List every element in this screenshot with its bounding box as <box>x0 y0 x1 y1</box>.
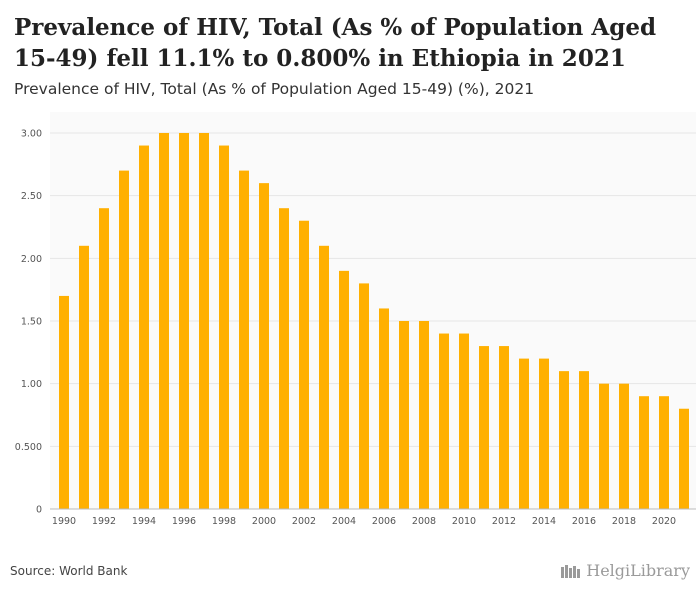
x-tick-label: 1994 <box>132 516 156 527</box>
x-tick-label: 1998 <box>212 516 236 527</box>
bar-2021 <box>679 408 689 509</box>
bar-2004 <box>339 270 349 509</box>
bar-1990 <box>59 295 69 509</box>
x-tick-label: 2000 <box>252 516 276 527</box>
bar-2001 <box>279 208 289 509</box>
bar-1992 <box>99 208 109 509</box>
bar-2005 <box>359 283 369 509</box>
y-tick-label: 3.00 <box>21 129 42 140</box>
x-tick-label: 1996 <box>172 516 196 527</box>
chart-title: Prevalence of HIV, Total (As % of Popula… <box>14 14 657 72</box>
bar-1998 <box>219 145 229 509</box>
y-tick-label: 0 <box>36 505 42 516</box>
x-tick-label: 2012 <box>492 516 516 527</box>
bar-2013 <box>519 358 529 509</box>
bar-2019 <box>639 396 649 509</box>
bar-1995 <box>159 133 169 509</box>
chart-area: 0 0.500 1.00 1.50 2.00 2.50 3.00 1990 1992 1994 19… <box>0 112 700 552</box>
y-tick-label: 2.50 <box>21 191 42 202</box>
bar-2016 <box>579 371 589 509</box>
x-tick-label: 2006 <box>372 516 396 527</box>
bar-2003 <box>319 245 329 510</box>
x-tick-label: 2014 <box>532 516 556 527</box>
x-tick-label: 2002 <box>292 516 316 527</box>
x-tick-label: 1990 <box>52 516 76 527</box>
bar-1997 <box>199 133 209 509</box>
chart-subtitle: Prevalence of HIV, Total (As % of Popula… <box>14 80 535 98</box>
logo-text: HelgiLibrary <box>586 561 690 580</box>
bar-2009 <box>439 333 449 509</box>
x-tick-label: 2008 <box>412 516 436 527</box>
bar-2011 <box>479 346 489 509</box>
bar-2017 <box>599 383 609 509</box>
bar-2000 <box>259 183 269 509</box>
source-note: Source: World Bank <box>10 564 128 578</box>
bar-1993 <box>119 170 129 509</box>
x-tick-label: 2020 <box>652 516 676 527</box>
bar-chart: 0 0.500 1.00 1.50 2.00 2.50 3.00 1990 1992 1994 19… <box>15 112 696 527</box>
bar-2007 <box>399 321 409 509</box>
y-tick-label: 2.00 <box>21 254 42 265</box>
bar-2015 <box>559 371 569 509</box>
bar-2018 <box>619 383 629 509</box>
y-tick-label: 1.50 <box>21 317 42 328</box>
x-tick-label: 2018 <box>612 516 636 527</box>
library-icon <box>561 564 581 578</box>
y-tick-label: 0.500 <box>15 442 42 453</box>
x-tick-label: 1992 <box>92 516 116 527</box>
bar-2008 <box>419 321 429 509</box>
bar-1999 <box>239 170 249 509</box>
bar-2002 <box>299 220 309 509</box>
bar-2012 <box>499 346 509 509</box>
bar-1991 <box>79 245 89 510</box>
x-tick-label: 2016 <box>572 516 596 527</box>
brand-logo: HelgiLibrary <box>560 561 690 580</box>
bar-1996 <box>179 133 189 509</box>
bar-2020 <box>659 396 669 509</box>
x-tick-label: 2010 <box>452 516 476 527</box>
bar-2010 <box>459 333 469 509</box>
bar-1994 <box>139 145 149 509</box>
bar-2014 <box>539 358 549 509</box>
y-tick-label: 1.00 <box>21 379 42 390</box>
x-tick-label: 2004 <box>332 516 356 527</box>
bar-2006 <box>379 308 389 509</box>
